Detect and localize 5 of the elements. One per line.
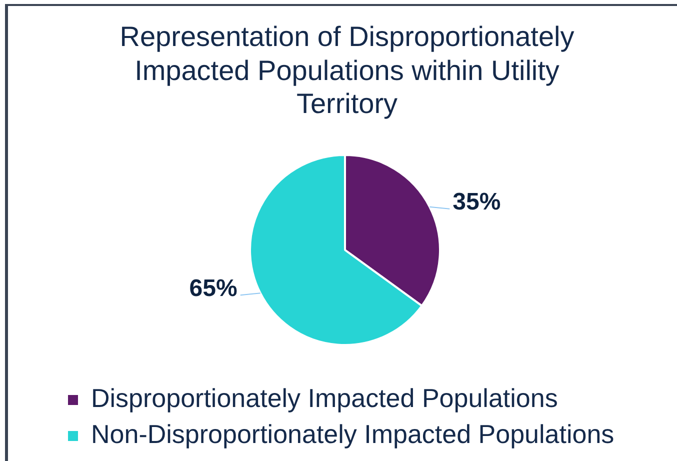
chart-title: Representation of Disproportionately Impacted Populations within Utility Territory [118,20,576,121]
legend-label: Disproportionately Impacted Populations [91,383,558,414]
legend-label: Non-Disproportionately Impacted Populations [91,419,614,450]
data-label: 35% [452,188,501,216]
data-label: 65% [189,274,238,302]
